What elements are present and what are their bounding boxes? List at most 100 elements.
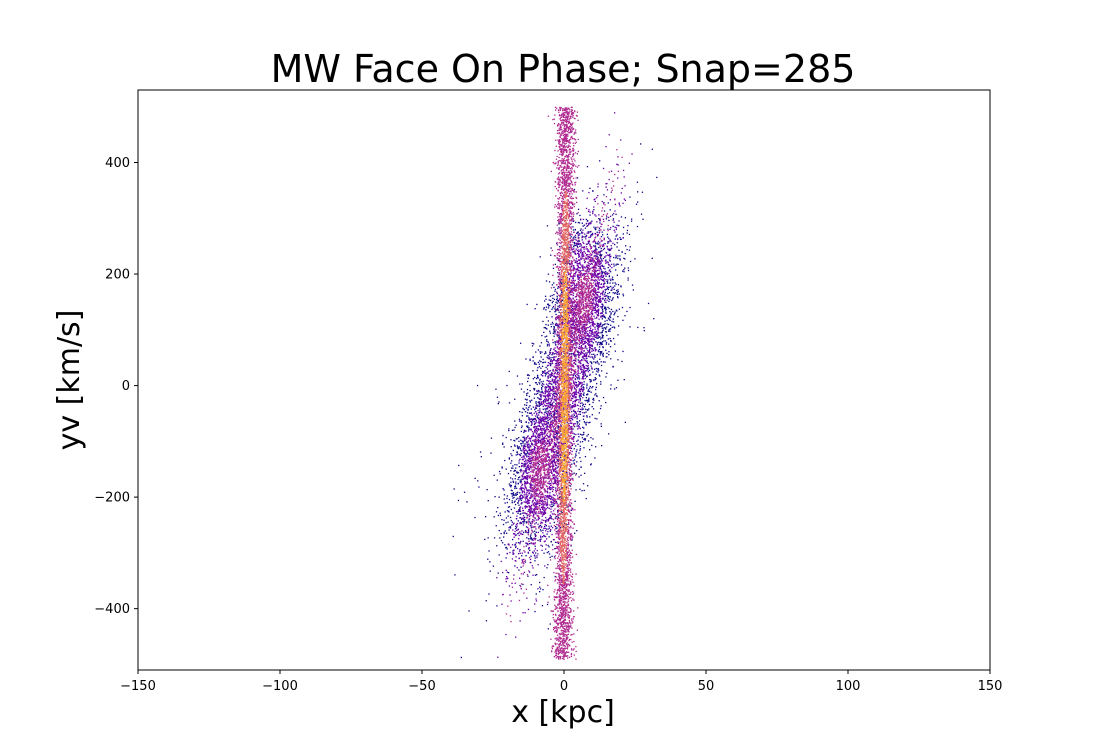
density-point [572,395,574,397]
density-point [539,421,542,423]
density-point [554,548,556,550]
density-point [533,498,535,500]
density-point [597,362,599,364]
density-point [549,424,551,427]
density-point [575,284,577,286]
density-point [591,270,594,272]
density-point [585,207,588,210]
density-point [594,323,596,325]
density-point [578,222,581,224]
density-point [554,428,556,431]
density-point [549,482,551,485]
density-point [598,332,600,334]
density-point [544,411,546,413]
density-point [576,423,578,425]
density-point [595,253,598,255]
density-point [519,498,522,500]
density-point [504,530,506,532]
density-point [581,293,583,296]
density-point [589,374,591,376]
density-point [559,454,561,456]
density-point [548,457,550,459]
density-point [602,271,604,273]
density-point [584,345,587,347]
density-point [566,392,568,395]
density-point [599,222,601,224]
density-point [571,388,573,391]
density-point [540,374,542,376]
density-point [553,387,555,389]
density-point [538,496,540,498]
density-point [524,398,527,400]
density-point [565,496,567,499]
density-point [518,504,520,506]
density-point [550,541,552,543]
density-point [548,403,550,405]
density-point [545,407,548,410]
density-point [587,254,589,256]
density-point [546,391,548,393]
density-point [573,248,575,250]
density-point [605,308,608,310]
density-point [568,425,570,427]
density-point [577,329,579,331]
density-point [604,327,607,329]
density-point [513,470,515,472]
density-point [572,395,574,398]
density-point [541,384,543,386]
density-point [589,416,591,418]
density-point [515,534,517,536]
density-point [545,389,547,391]
density-point [504,511,506,513]
density-point [529,521,531,523]
density-point [594,348,596,351]
density-point [599,342,601,345]
density-point [544,393,546,395]
density-point [578,367,580,369]
density-point [566,504,568,506]
density-point [518,446,520,448]
density-point [521,415,523,417]
density-point [524,612,526,614]
density-point [571,263,573,265]
density-point [615,387,618,389]
density-point [561,511,563,514]
density-point [566,472,568,474]
density-point [573,437,575,439]
density-point [585,365,587,367]
density-point [532,478,534,480]
density-point [571,414,573,416]
density-point [528,546,530,549]
density-point [585,354,587,356]
density-point [561,282,563,284]
density-point [535,489,537,491]
density-point [555,377,557,379]
density-point [517,446,519,448]
density-point [592,342,594,344]
density-point [578,378,581,380]
density-point [510,453,512,455]
density-point [488,550,490,552]
density-point [570,425,572,428]
density-point [552,267,555,269]
density-point [572,432,574,434]
density-point [549,405,551,407]
density-point [544,511,546,514]
density-point [571,394,573,396]
density-point [578,354,580,356]
density-point [514,475,517,477]
density-point [527,380,529,383]
density-point [599,219,601,221]
density-point [590,254,592,256]
density-point [596,231,598,233]
density-point [550,254,552,256]
density-point [572,307,574,310]
density-point [575,454,577,457]
density-point [551,354,553,356]
density-point [597,234,599,237]
density-point [589,373,591,375]
density-point [554,446,556,448]
density-point [636,225,639,228]
density-point [526,426,529,428]
density-point [543,509,545,511]
